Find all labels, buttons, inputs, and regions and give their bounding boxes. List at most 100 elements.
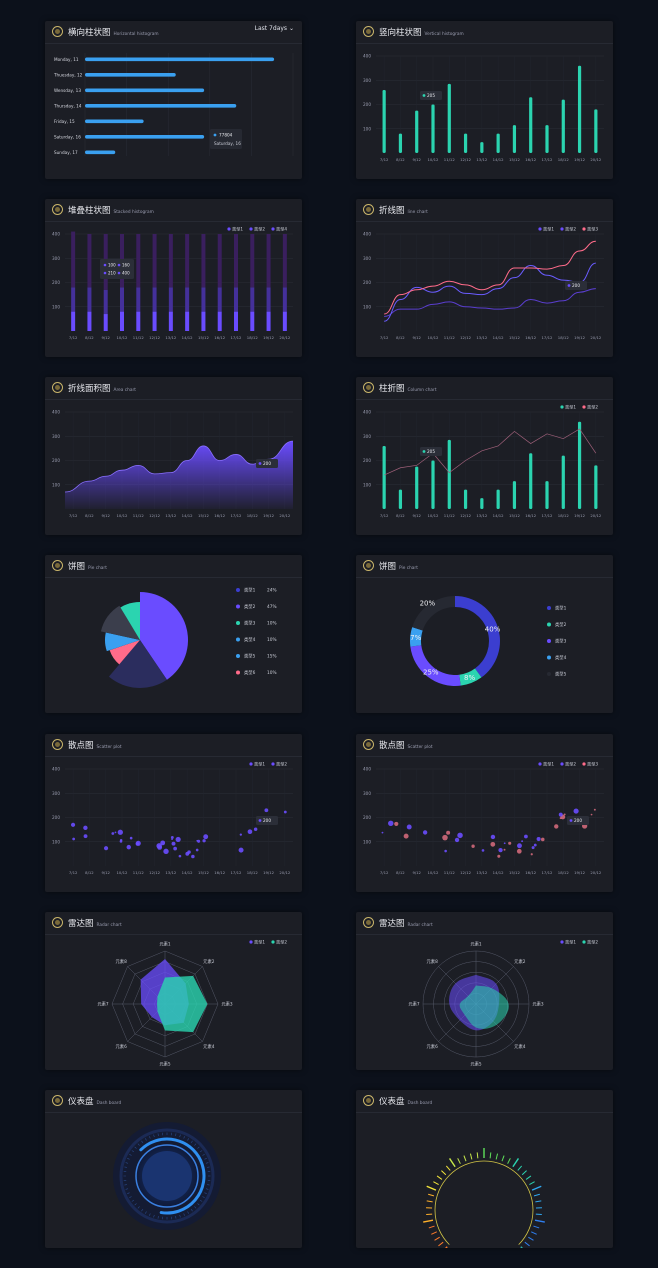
bar[interactable] <box>85 57 275 62</box>
stacked-bar-segment[interactable] <box>250 287 255 312</box>
scatter-point[interactable] <box>503 848 506 851</box>
scatter-point[interactable] <box>498 848 503 853</box>
bar[interactable] <box>463 133 468 153</box>
stacked-bar-segment[interactable] <box>136 287 141 312</box>
scatter-point[interactable] <box>203 834 209 840</box>
bar[interactable] <box>431 460 435 510</box>
scatter-point[interactable] <box>471 844 475 848</box>
bar[interactable] <box>85 88 205 93</box>
scatter-point[interactable] <box>403 833 409 839</box>
stacked-bar-segment[interactable] <box>217 311 222 331</box>
legend-item[interactable]: 类型6 10% <box>236 669 277 676</box>
scatter-point[interactable] <box>72 837 76 841</box>
stacked-bar-segment[interactable] <box>250 311 255 331</box>
legend-item[interactable]: 类型1 <box>547 605 567 612</box>
bar[interactable] <box>561 455 565 509</box>
stacked-bar-segment[interactable] <box>168 311 173 331</box>
scatter-point[interactable] <box>196 839 199 842</box>
scatter-point[interactable] <box>590 813 593 816</box>
legend-item[interactable]: 类型2 <box>249 226 265 233</box>
scatter-point[interactable] <box>171 838 173 841</box>
scatter-point[interactable] <box>497 854 501 858</box>
scatter-point[interactable] <box>554 824 559 829</box>
scatter-point[interactable] <box>173 846 177 851</box>
bar[interactable] <box>512 481 517 509</box>
series-line[interactable] <box>384 240 596 315</box>
scatter-point[interactable] <box>559 817 562 820</box>
stacked-bar-segment[interactable] <box>71 311 76 331</box>
scatter-point[interactable] <box>103 846 109 851</box>
pie-slice[interactable] <box>120 602 140 640</box>
legend-item[interactable]: 类型5 15% <box>236 653 277 660</box>
stacked-bar-segment[interactable] <box>217 234 222 288</box>
legend-item[interactable]: 类型1 <box>249 939 265 946</box>
scatter-point[interactable] <box>111 832 115 835</box>
legend-item[interactable]: 类型2 <box>547 621 567 628</box>
pie-slice[interactable] <box>108 640 167 688</box>
legend-item[interactable]: 类型2 <box>582 404 598 411</box>
scatter-point[interactable] <box>531 846 535 850</box>
scatter-point[interactable] <box>406 824 412 830</box>
scatter-point[interactable] <box>442 834 448 841</box>
scatter-point[interactable] <box>238 847 244 853</box>
bar[interactable] <box>529 97 533 153</box>
legend-item[interactable]: 类型1 24% <box>236 587 277 594</box>
scatter-point[interactable] <box>573 808 579 814</box>
legend-item[interactable]: 类型1 <box>227 226 243 233</box>
scatter-point[interactable] <box>593 808 596 811</box>
scatter-point[interactable] <box>481 849 485 852</box>
scatter-point[interactable] <box>175 836 181 843</box>
stacked-bar-segment[interactable] <box>282 234 287 288</box>
stacked-bar-segment[interactable] <box>234 234 238 288</box>
bar[interactable] <box>447 83 451 153</box>
stacked-bar-segment[interactable] <box>234 311 238 331</box>
scatter-point[interactable] <box>283 810 287 814</box>
stacked-bar-segment[interactable] <box>185 311 190 331</box>
legend-item[interactable]: 类型3 <box>582 226 598 233</box>
stacked-bar-segment[interactable] <box>250 234 255 288</box>
scatter-point[interactable] <box>195 848 199 852</box>
stacked-bar-segment[interactable] <box>136 234 141 288</box>
stacked-bar-segment[interactable] <box>282 287 287 312</box>
scatter-point[interactable] <box>129 836 133 840</box>
stacked-bar-segment[interactable] <box>152 234 157 288</box>
legend-item[interactable]: 类型3 <box>547 638 567 645</box>
scatter-point[interactable] <box>490 834 496 840</box>
legend-item[interactable]: 类型1 <box>560 404 576 411</box>
scatter-point[interactable] <box>540 837 545 842</box>
stacked-bar-segment[interactable] <box>266 287 271 312</box>
scatter-point[interactable] <box>388 820 394 827</box>
scatter-point[interactable] <box>524 834 528 839</box>
stacked-bar-segment[interactable] <box>201 311 206 331</box>
stacked-bar-segment[interactable] <box>185 234 190 288</box>
scatter-point[interactable] <box>126 844 131 850</box>
date-range-dropdown[interactable]: Last 7days ⌄ <box>255 25 294 32</box>
bar[interactable] <box>512 125 517 153</box>
scatter-point[interactable] <box>135 842 140 846</box>
bar[interactable] <box>529 453 533 509</box>
bar[interactable] <box>577 65 582 153</box>
stacked-bar-segment[interactable] <box>168 234 173 288</box>
bar[interactable] <box>415 466 419 509</box>
legend-item[interactable]: 类型1 <box>538 761 554 768</box>
scatter-point[interactable] <box>490 841 496 847</box>
bar[interactable] <box>594 109 598 153</box>
scatter-point[interactable] <box>521 840 524 843</box>
stacked-bar-segment[interactable] <box>136 311 141 331</box>
scatter-point[interactable] <box>530 853 533 856</box>
stacked-bar-segment[interactable] <box>87 311 92 331</box>
radar-area[interactable] <box>459 985 509 1029</box>
bar[interactable] <box>85 104 237 108</box>
bar[interactable] <box>480 498 484 509</box>
bar[interactable] <box>398 133 403 153</box>
bar[interactable] <box>594 465 598 509</box>
scatter-point[interactable] <box>446 830 451 835</box>
scatter-point[interactable] <box>394 821 399 827</box>
legend-item[interactable]: 类型4 <box>547 654 567 661</box>
scatter-point[interactable] <box>422 830 428 835</box>
scatter-point[interactable] <box>247 829 253 835</box>
series-line[interactable] <box>384 262 596 322</box>
stacked-bar-segment[interactable] <box>103 314 108 331</box>
donut-slice[interactable] <box>412 596 455 631</box>
legend-item[interactable]: 类型3 10% <box>236 620 277 627</box>
